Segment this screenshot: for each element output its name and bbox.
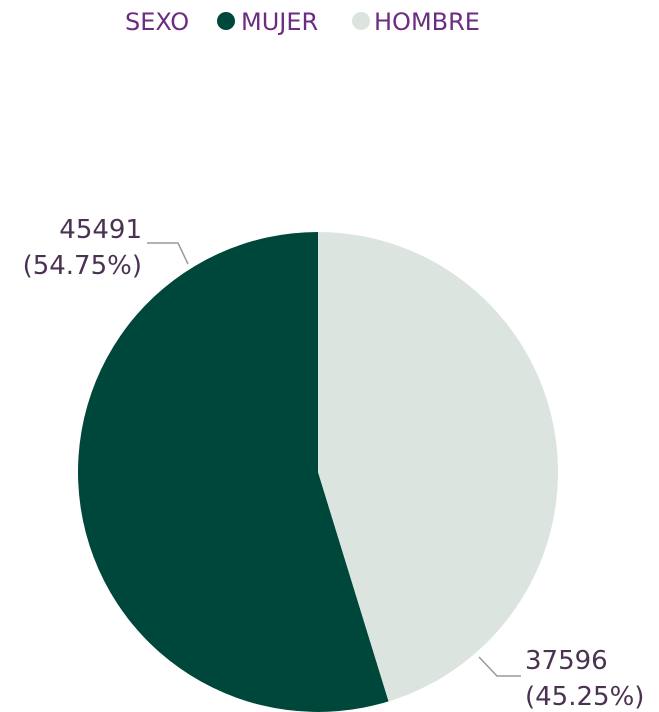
slice-label-mujer: 45491 (54.75%) <box>23 215 188 281</box>
data-label-value-mujer: 45491 <box>59 215 142 245</box>
legend-swatch-mujer <box>217 12 235 30</box>
legend: SEXO MUJER HOMBRE <box>125 8 480 36</box>
pie-slices <box>78 232 558 712</box>
legend-item-mujer[interactable]: MUJER <box>217 8 318 36</box>
data-label-percent-mujer: (54.75%) <box>23 251 142 281</box>
leader-line-hombre <box>479 657 521 676</box>
legend-item-hombre[interactable]: HOMBRE <box>352 8 480 36</box>
slice-label-hombre: 37596 (45.25%) <box>479 646 644 712</box>
legend-swatch-hombre <box>352 12 370 30</box>
data-label-value-hombre: 37596 <box>525 646 608 676</box>
leader-line-mujer <box>147 243 188 264</box>
data-label-percent-hombre: (45.25%) <box>525 682 644 712</box>
legend-title: SEXO <box>125 8 189 36</box>
legend-label-mujer: MUJER <box>241 8 318 36</box>
legend-label-hombre: HOMBRE <box>374 8 480 36</box>
